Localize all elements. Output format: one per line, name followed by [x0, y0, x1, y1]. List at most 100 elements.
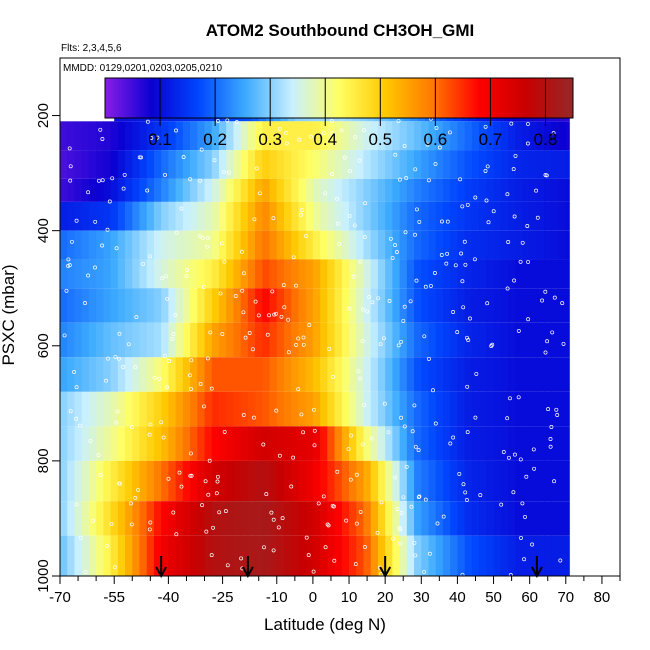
sample-point [219, 241, 224, 246]
heatmap-cell [428, 259, 437, 289]
heatmap-cell [276, 460, 285, 502]
sample-point [393, 152, 398, 157]
heatmap-cell [334, 460, 343, 502]
sample-point [358, 509, 363, 514]
sample-point [200, 503, 205, 508]
heatmap-cell [500, 322, 509, 358]
heatmap-cell [536, 501, 545, 536]
sample-point [365, 309, 370, 314]
sample-point [323, 191, 328, 196]
heatmap-cell [435, 288, 444, 323]
heatmap-cell [190, 230, 198, 260]
heatmap-cell [226, 259, 234, 289]
heatmap-cell [284, 535, 292, 576]
heatmap-cell [139, 150, 148, 179]
heatmap-cell [385, 535, 393, 576]
heatmap-cell [284, 357, 292, 392]
heatmap-cell [284, 259, 292, 289]
heatmap-cell [392, 501, 401, 536]
heatmap-cell [132, 426, 140, 461]
heatmap-cell [421, 391, 429, 427]
heatmap-cell [81, 230, 90, 260]
heatmap-cell [428, 178, 437, 202]
sample-point [393, 243, 397, 248]
sample-point [291, 255, 296, 260]
heatmap-cell [558, 230, 567, 260]
sample-point [354, 521, 359, 526]
heatmap-cell [334, 259, 343, 289]
sample-point [546, 407, 551, 412]
heatmap-cell [500, 201, 509, 231]
sample-point [312, 428, 317, 433]
heatmap-cell [500, 230, 509, 260]
sample-point [301, 342, 306, 347]
heatmap-cell [175, 426, 184, 461]
heatmap-cell [565, 201, 570, 231]
sample-point [239, 249, 244, 254]
sample-point [148, 254, 153, 259]
sample-point [351, 274, 356, 279]
heatmap-cell [500, 259, 509, 289]
heatmap-cell [110, 178, 119, 202]
sample-point [188, 451, 193, 456]
heatmap-cell [218, 150, 227, 179]
heatmap-cell [190, 121, 198, 151]
heatmap-cell [269, 150, 278, 179]
sample-point [77, 423, 82, 428]
sample-point [402, 304, 407, 309]
heatmap-cell [486, 322, 494, 358]
heatmap-cell [385, 391, 393, 427]
heatmap-cell [406, 322, 415, 358]
heatmap-cell [161, 501, 169, 536]
heatmap-cell [551, 288, 559, 323]
heatmap-cell [464, 426, 473, 461]
heatmap-cell [74, 391, 83, 427]
heatmap-cell [341, 357, 350, 392]
heatmap-cell [190, 460, 198, 502]
heatmap-cell [197, 230, 205, 260]
heatmap-cell [67, 201, 75, 231]
heatmap-cell [60, 535, 68, 576]
sample-point [423, 284, 428, 289]
heatmap-cell [117, 460, 126, 502]
sample-point [241, 413, 246, 417]
sample-point [206, 492, 211, 497]
heatmap-cell [479, 460, 487, 502]
heatmap-cell [110, 391, 119, 427]
sample-point [147, 432, 152, 437]
heatmap-cell [103, 426, 111, 461]
heatmap-cell [385, 357, 393, 392]
heatmap-cell [334, 150, 343, 179]
heatmap-cell [255, 460, 263, 502]
sample-point [525, 224, 530, 228]
heatmap-cell [218, 259, 227, 289]
heatmap-cell [233, 460, 242, 502]
sample-point [387, 299, 392, 303]
sample-point [139, 155, 143, 160]
colorbar-tick-label: 0.7 [479, 130, 503, 149]
heatmap-cell [471, 460, 480, 502]
heatmap-cell [377, 230, 386, 260]
heatmap-cell [493, 322, 502, 358]
sample-point [505, 286, 510, 291]
sample-point [532, 466, 537, 471]
heatmap-cell [269, 288, 278, 323]
heatmap-cell [486, 357, 494, 392]
heatmap-cell [442, 535, 451, 576]
heatmap-cell [218, 357, 227, 392]
sample-point [296, 336, 301, 341]
heatmap-cell [81, 357, 90, 392]
sample-point [277, 126, 282, 131]
heatmap-cell [88, 501, 97, 536]
heatmap-cell [96, 201, 104, 231]
heatmap-cell [182, 201, 191, 231]
heatmap-cell [349, 501, 357, 536]
sample-point [105, 227, 110, 232]
heatmap-cell [276, 391, 285, 427]
heatmap-cell [168, 426, 177, 461]
heatmap-cell [522, 178, 531, 202]
heatmap-cell [529, 201, 538, 231]
heatmap-cell [197, 391, 205, 427]
heatmap-cell [327, 201, 335, 231]
heatmap-cell [500, 391, 509, 427]
